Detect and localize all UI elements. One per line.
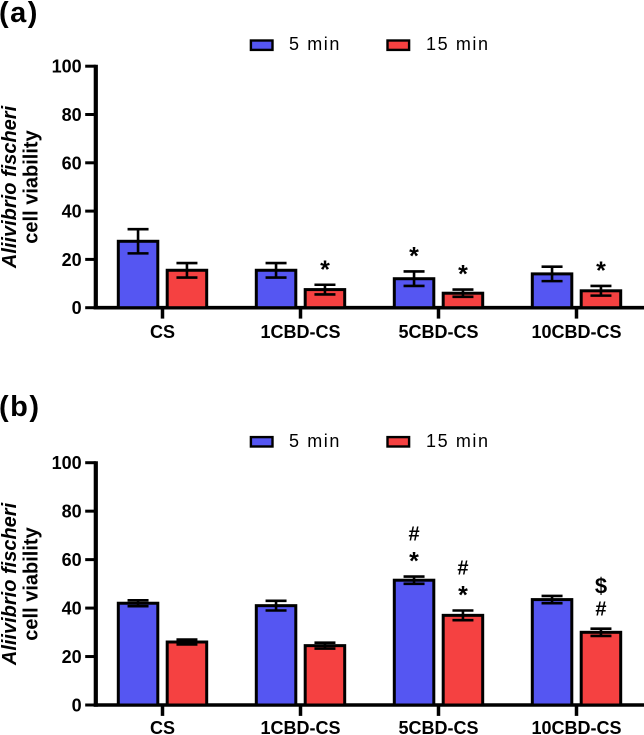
bar--b--10cbd-cs-15-min — [579, 630, 623, 707]
panel-b-label: (b) — [0, 391, 41, 423]
bar--a--1cbd-cs-5-min — [254, 268, 298, 310]
bar--b--cs-5-min — [116, 601, 160, 707]
y-tick-label-40: 40 — [62, 599, 82, 619]
y-tick-label-40: 40 — [62, 202, 82, 222]
y-axis-title-line2: cell viability — [21, 526, 43, 640]
legend-label-5-min: 5 min — [289, 34, 341, 54]
y-tick-label-20: 20 — [62, 647, 82, 667]
y-tick-label-100: 100 — [52, 57, 82, 77]
significance--a--10cbd-cs-15-min-0: * — [596, 257, 606, 285]
y-tick-label-100: 100 — [52, 453, 82, 473]
significance--b--5cbd-cs-15-min-0: # — [457, 558, 468, 580]
legend-swatch-15-min — [386, 435, 411, 448]
y-tick-label-0: 0 — [72, 298, 82, 318]
x-tick-label-cs: CS — [150, 718, 175, 735]
legend-swatch-5-min — [249, 435, 274, 448]
panel-a-label: (a) — [0, 0, 39, 29]
bar--b--10cbd-cs-5-min — [530, 598, 574, 707]
bar--b--1cbd-cs-5-min — [254, 604, 298, 707]
bar--b--cs-15-min — [165, 640, 209, 707]
y-tick-label-0: 0 — [72, 695, 82, 715]
legend-label-15-min: 15 min — [426, 431, 490, 451]
x-tick-label-10cbd-cs: 10CBD-CS — [531, 718, 621, 735]
y-axis-title-line2: cell viability — [21, 129, 43, 243]
significance--b--5cbd-cs-5-min-0: # — [408, 524, 419, 546]
significance--b--5cbd-cs-5-min-1: * — [409, 548, 419, 576]
y-tick-label-20: 20 — [62, 250, 82, 270]
x-tick-label-cs: CS — [150, 322, 175, 342]
significance--b--10cbd-cs-15-min-0: $ — [595, 573, 607, 598]
x-tick-label-1cbd-cs: 1CBD-CS — [260, 322, 340, 342]
significance--a--1cbd-cs-15-min-0: * — [320, 256, 330, 284]
bar--b--5cbd-cs-15-min — [441, 613, 485, 707]
x-tick-label-10cbd-cs: 10CBD-CS — [531, 322, 621, 342]
y-axis-title-line1: Aliivibrio fischeri — [0, 502, 21, 666]
significance--b--5cbd-cs-15-min-1: * — [458, 582, 468, 610]
x-tick-label-5cbd-cs: 5CBD-CS — [398, 718, 478, 735]
y-tick-label-60: 60 — [62, 550, 82, 570]
legend-label-5-min: 5 min — [289, 431, 341, 451]
x-tick-label-5cbd-cs: 5CBD-CS — [398, 322, 478, 342]
significance--a--5cbd-cs-5-min-0: * — [409, 242, 419, 270]
x-tick-label-1cbd-cs: 1CBD-CS — [260, 718, 340, 735]
legend-swatch-15-min — [386, 39, 411, 52]
legend-label-15-min: 15 min — [426, 34, 490, 54]
y-tick-label-60: 60 — [62, 153, 82, 173]
bar--b--1cbd-cs-15-min — [303, 644, 347, 707]
y-axis-title-line1: Aliivibrio fischeri — [0, 105, 21, 269]
y-tick-label-80: 80 — [62, 502, 82, 522]
bar--b--5cbd-cs-5-min — [392, 578, 436, 707]
y-tick-label-80: 80 — [62, 105, 82, 125]
legend-swatch-5-min — [249, 39, 274, 52]
significance--a--5cbd-cs-15-min-0: * — [458, 261, 468, 289]
significance--b--10cbd-cs-15-min-1: # — [595, 599, 606, 621]
